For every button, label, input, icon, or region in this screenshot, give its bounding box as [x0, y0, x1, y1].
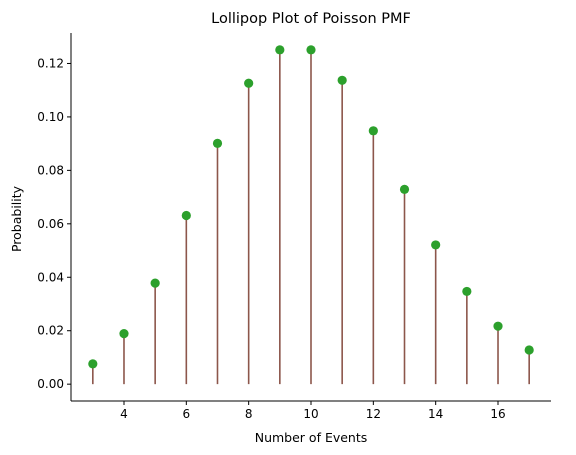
marker-12	[368, 126, 378, 136]
y-tick-label-6: 0.12	[37, 56, 64, 70]
x-tick-label-16: 16	[490, 407, 505, 421]
marker-14	[431, 240, 441, 250]
y-tick-label-2: 0.04	[37, 270, 64, 284]
y-tick-label-4: 0.08	[37, 163, 64, 177]
y-tick-label-1: 0.02	[37, 324, 64, 338]
marker-4	[119, 329, 129, 339]
marker-11	[337, 75, 347, 85]
markers	[88, 45, 534, 369]
x-axis-label: Number of Events	[255, 430, 368, 445]
marker-15	[462, 286, 472, 297]
axes: 4 6 8 10 12 14 16 0.00 0.02 0.04 0.06 0.08 0.10 0.12	[37, 33, 551, 421]
marker-10	[306, 45, 316, 55]
x-tick-label-4: 4	[120, 407, 128, 421]
stems	[92, 49, 530, 385]
y-tick-label-5: 0.10	[37, 110, 64, 124]
marker-9	[275, 45, 285, 55]
marker-13	[399, 184, 410, 194]
marker-16	[493, 321, 503, 331]
x-tick-label-10: 10	[303, 407, 318, 421]
y-tick-label-0: 0.00	[37, 377, 64, 391]
marker-5	[150, 278, 160, 288]
y-tick-label-3: 0.06	[37, 217, 64, 231]
marker-17	[524, 345, 534, 355]
chart-title: Lollipop Plot of Poisson PMF	[211, 11, 411, 27]
x-tick-label-14: 14	[428, 407, 443, 421]
marker-6	[181, 210, 191, 221]
marker-3	[88, 359, 98, 369]
x-tick-label-8: 8	[245, 407, 253, 421]
marker-7	[212, 138, 223, 148]
x-tick-label-12: 12	[366, 407, 381, 421]
x-tick-label-6: 6	[183, 407, 191, 421]
y-axis-label: Probability	[9, 185, 24, 252]
marker-8	[244, 78, 254, 88]
